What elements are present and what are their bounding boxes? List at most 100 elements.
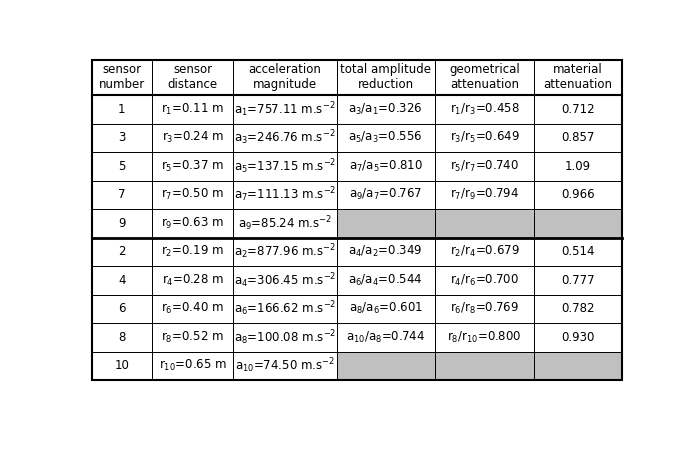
Bar: [233, 95, 337, 123]
Text: r$_{10}$=0.65 m: r$_{10}$=0.65 m: [159, 358, 227, 373]
Bar: [535, 123, 622, 152]
Bar: [152, 181, 233, 209]
Bar: [233, 266, 337, 295]
Text: a$_1$=757.11 m.s$^{-2}$: a$_1$=757.11 m.s$^{-2}$: [234, 100, 335, 119]
Text: 0.514: 0.514: [561, 246, 595, 258]
Bar: [337, 266, 434, 295]
Bar: [434, 266, 535, 295]
Text: a$_3$=246.76 m.s$^{-2}$: a$_3$=246.76 m.s$^{-2}$: [234, 129, 335, 147]
Bar: [337, 152, 434, 181]
Bar: [92, 60, 622, 380]
Bar: [233, 352, 337, 380]
Bar: [535, 152, 622, 181]
Bar: [233, 152, 337, 181]
Text: r$_8$/r$_{10}$=0.800: r$_8$/r$_{10}$=0.800: [448, 330, 522, 345]
Text: a$_{10}$=74.50 m.s$^{-2}$: a$_{10}$=74.50 m.s$^{-2}$: [235, 356, 335, 375]
Text: a$_9$/a$_7$=0.767: a$_9$/a$_7$=0.767: [349, 187, 422, 202]
Text: r$_2$=0.19 m: r$_2$=0.19 m: [161, 244, 224, 260]
Text: 0.782: 0.782: [561, 302, 595, 315]
Bar: [337, 209, 434, 238]
Bar: [92, 295, 152, 323]
Text: 2: 2: [118, 246, 125, 258]
Text: r$_7$/r$_9$=0.794: r$_7$/r$_9$=0.794: [450, 187, 519, 202]
Text: r$_3$/r$_5$=0.649: r$_3$/r$_5$=0.649: [450, 130, 519, 145]
Text: r$_9$=0.63 m: r$_9$=0.63 m: [161, 216, 224, 231]
Bar: [152, 352, 233, 380]
Bar: [535, 238, 622, 266]
Text: 0.712: 0.712: [561, 103, 595, 116]
Bar: [434, 123, 535, 152]
Text: 6: 6: [118, 302, 125, 315]
Bar: [152, 209, 233, 238]
Text: 8: 8: [118, 331, 125, 344]
Bar: [434, 323, 535, 352]
Bar: [152, 152, 233, 181]
Text: a$_6$/a$_4$=0.544: a$_6$/a$_4$=0.544: [348, 273, 423, 288]
Text: sensor
distance: sensor distance: [168, 63, 218, 91]
Bar: [233, 323, 337, 352]
Bar: [233, 209, 337, 238]
Text: 9: 9: [118, 217, 125, 230]
Text: r$_6$/r$_8$=0.769: r$_6$/r$_8$=0.769: [450, 302, 519, 316]
Bar: [535, 95, 622, 123]
Bar: [92, 209, 152, 238]
Bar: [92, 60, 152, 95]
Bar: [434, 295, 535, 323]
Text: a$_9$=85.24 m.s$^{-2}$: a$_9$=85.24 m.s$^{-2}$: [238, 214, 332, 233]
Bar: [233, 295, 337, 323]
Bar: [152, 60, 233, 95]
Bar: [92, 238, 152, 266]
Bar: [337, 60, 434, 95]
Bar: [337, 352, 434, 380]
Text: a$_4$/a$_2$=0.349: a$_4$/a$_2$=0.349: [349, 244, 422, 260]
Bar: [92, 152, 152, 181]
Text: 10: 10: [114, 359, 129, 372]
Bar: [337, 123, 434, 152]
Bar: [152, 266, 233, 295]
Bar: [535, 181, 622, 209]
Text: r$_3$=0.24 m: r$_3$=0.24 m: [161, 130, 223, 145]
Text: 7: 7: [118, 188, 125, 201]
Text: 4: 4: [118, 274, 125, 287]
Bar: [152, 95, 233, 123]
Text: geometrical
attenuation: geometrical attenuation: [449, 63, 520, 91]
Bar: [92, 123, 152, 152]
Bar: [535, 60, 622, 95]
Text: a$_3$/a$_1$=0.326: a$_3$/a$_1$=0.326: [348, 102, 423, 117]
Text: a$_5$/a$_3$=0.556: a$_5$/a$_3$=0.556: [348, 130, 423, 145]
Bar: [92, 352, 152, 380]
Text: r$_1$/r$_3$=0.458: r$_1$/r$_3$=0.458: [450, 102, 519, 117]
Bar: [535, 266, 622, 295]
Text: 3: 3: [118, 131, 125, 144]
Bar: [434, 152, 535, 181]
Bar: [233, 60, 337, 95]
Bar: [535, 209, 622, 238]
Text: a$_7$=111.13 m.s$^{-2}$: a$_7$=111.13 m.s$^{-2}$: [234, 185, 336, 204]
Bar: [535, 295, 622, 323]
Bar: [337, 323, 434, 352]
Text: a$_7$/a$_5$=0.810: a$_7$/a$_5$=0.810: [349, 159, 422, 174]
Bar: [434, 181, 535, 209]
Bar: [152, 123, 233, 152]
Text: r$_1$=0.11 m: r$_1$=0.11 m: [161, 102, 224, 117]
Text: r$_8$=0.52 m: r$_8$=0.52 m: [161, 330, 224, 345]
Bar: [337, 181, 434, 209]
Bar: [434, 238, 535, 266]
Bar: [337, 95, 434, 123]
Bar: [233, 181, 337, 209]
Text: 1: 1: [118, 103, 125, 116]
Text: r$_4$/r$_6$=0.700: r$_4$/r$_6$=0.700: [450, 273, 519, 288]
Bar: [152, 323, 233, 352]
Bar: [434, 95, 535, 123]
Text: a$_6$=166.62 m.s$^{-2}$: a$_6$=166.62 m.s$^{-2}$: [234, 300, 336, 318]
Bar: [535, 352, 622, 380]
Text: sensor
number: sensor number: [99, 63, 145, 91]
Text: acceleration
magnitude: acceleration magnitude: [248, 63, 322, 91]
Text: r$_2$/r$_4$=0.679: r$_2$/r$_4$=0.679: [450, 244, 519, 260]
Text: r$_5$/r$_7$=0.740: r$_5$/r$_7$=0.740: [450, 159, 519, 174]
Bar: [92, 95, 152, 123]
Text: 0.966: 0.966: [561, 188, 595, 201]
Bar: [535, 323, 622, 352]
Bar: [337, 295, 434, 323]
Text: 0.857: 0.857: [562, 131, 594, 144]
